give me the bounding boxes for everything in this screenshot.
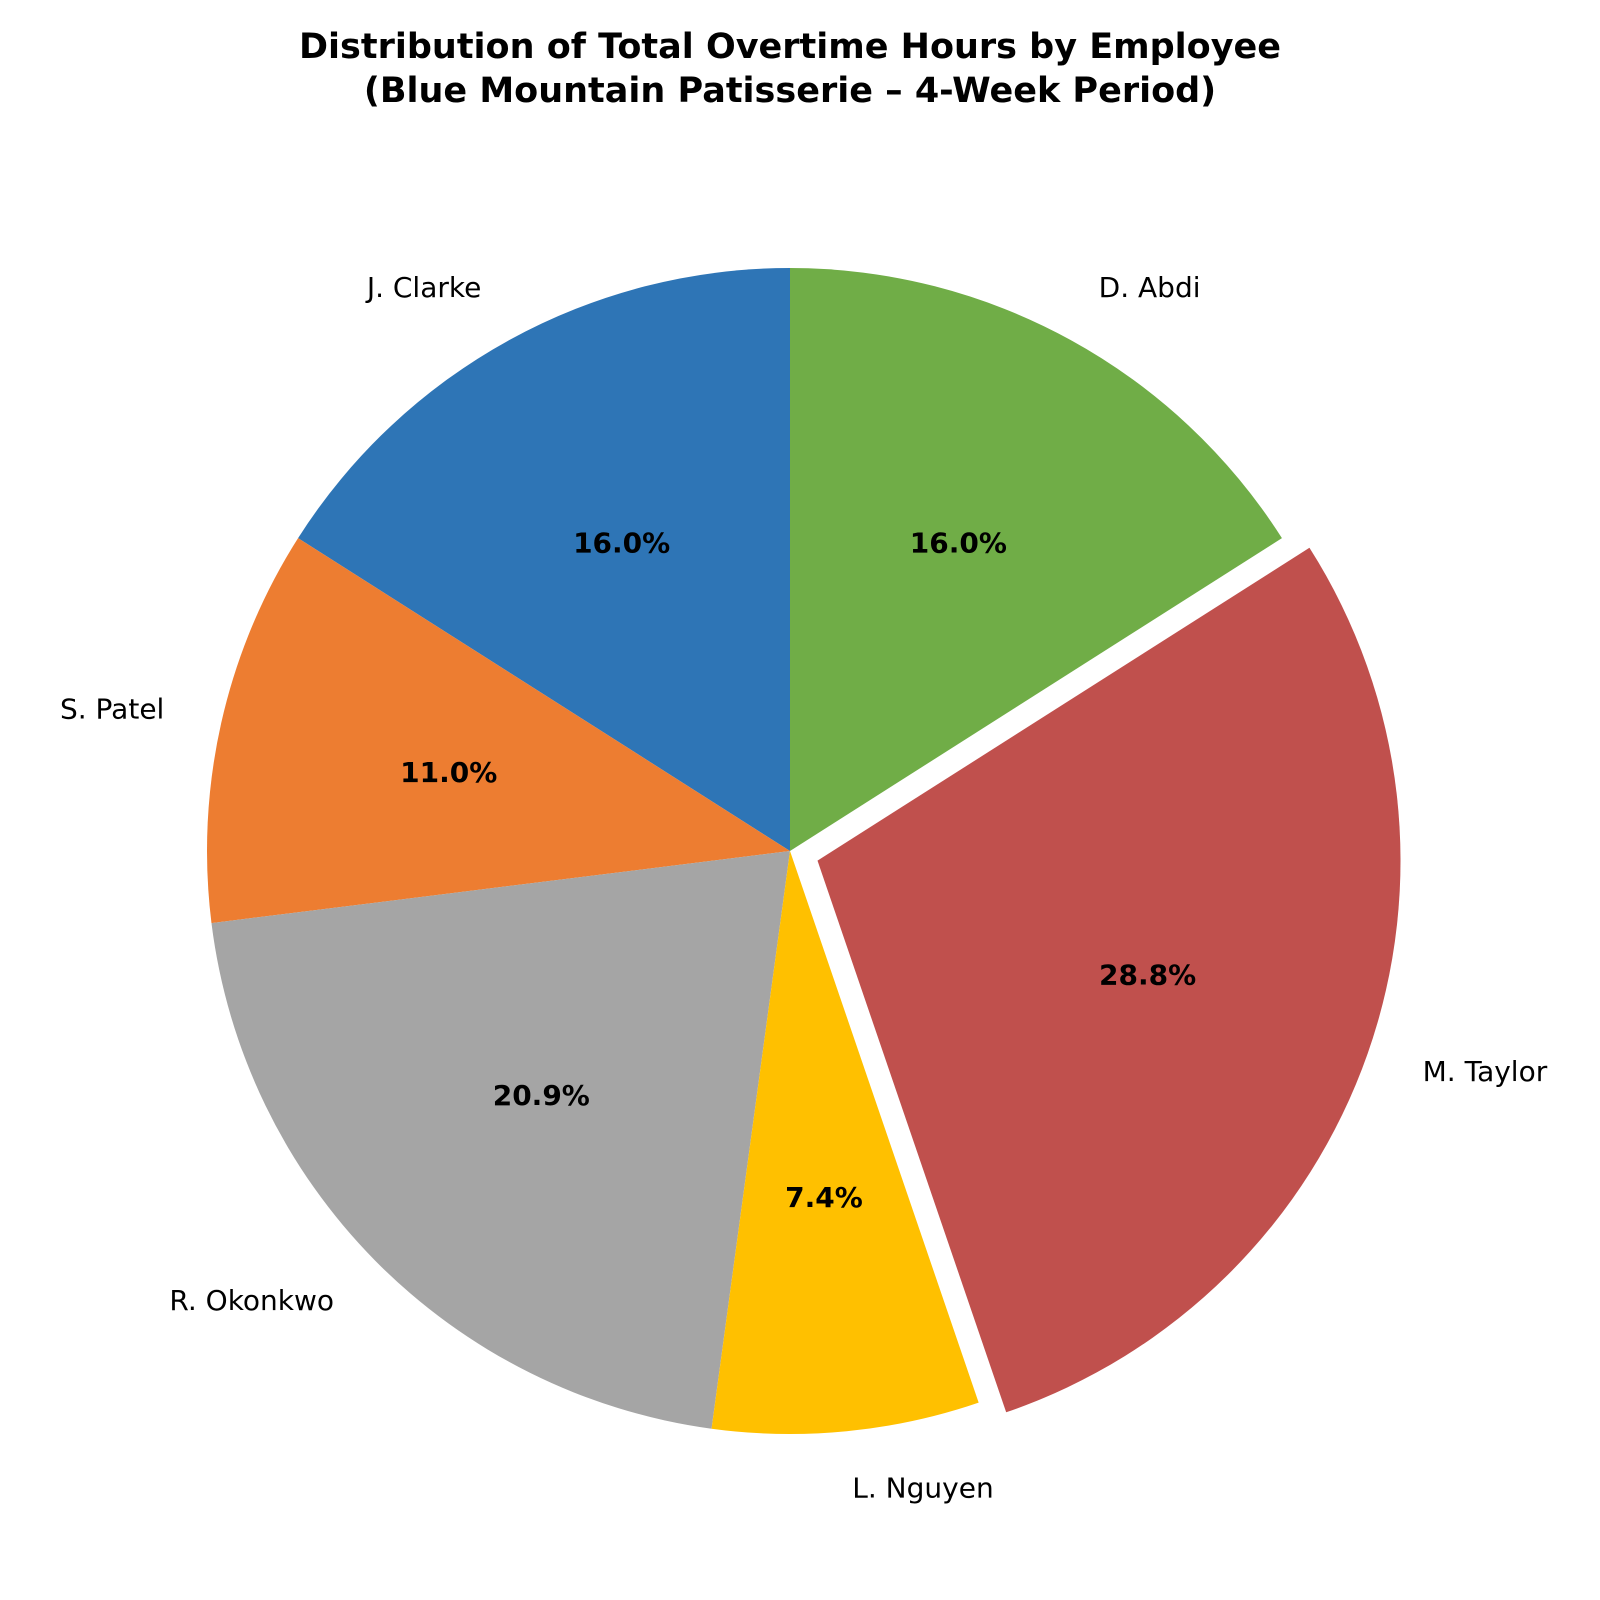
slice-label: J. Clarke <box>365 271 482 304</box>
slice-label: L. Nguyen <box>852 1471 993 1504</box>
slice-label: R. Okonkwo <box>169 1284 334 1317</box>
chart-subtitle: (Blue Mountain Patisserie – 4-Week Perio… <box>364 71 1216 111</box>
slice-label: S. Patel <box>60 692 164 725</box>
value-label: 16.0% <box>910 526 1007 559</box>
slice-label: M. Taylor <box>1423 1055 1548 1088</box>
value-label: 20.9% <box>493 1079 590 1112</box>
value-label: 7.4% <box>785 1181 863 1214</box>
value-label: 16.0% <box>573 526 670 559</box>
pie-slice <box>207 538 791 924</box>
pie-slice <box>790 268 1282 851</box>
pie-slice <box>711 851 979 1434</box>
value-label: 28.8% <box>1099 958 1196 991</box>
pie-slice <box>298 268 790 851</box>
pie-slice <box>817 547 1401 1413</box>
value-label: 11.0% <box>400 756 497 789</box>
pie-slice <box>211 851 790 1429</box>
chart-title: Distribution of Total Overtime Hours by … <box>299 27 1281 67</box>
slice-label: D. Abdi <box>1099 271 1201 304</box>
